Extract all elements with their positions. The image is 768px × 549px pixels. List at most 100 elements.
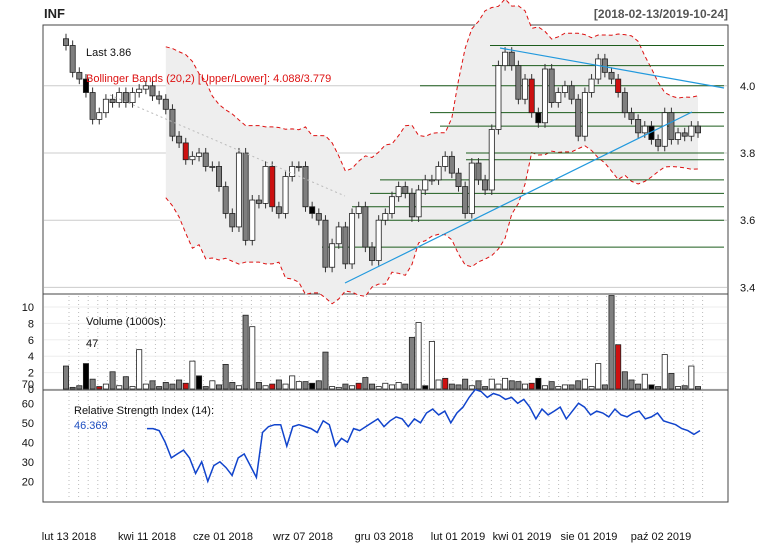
- resistance-trendline: [499, 47, 725, 89]
- candle-body: [82, 78, 89, 93]
- x-tick-label: kwi 11 2018: [118, 531, 176, 543]
- candle-body: [262, 166, 269, 204]
- candle-body: [136, 88, 143, 93]
- volume-tick-label: 4: [28, 351, 34, 363]
- candle-body: [601, 58, 608, 73]
- volume-bar: [349, 385, 356, 390]
- candle-body: [515, 65, 522, 100]
- volume-bar: [262, 385, 269, 390]
- volume-bar: [375, 386, 382, 390]
- volume-bar: [395, 382, 402, 390]
- bollinger-upper-line: [165, 0, 699, 172]
- volume-bar: [235, 385, 242, 390]
- rsi-tick-label: 60: [22, 398, 34, 410]
- candle-body: [668, 112, 675, 140]
- volume-bar: [182, 382, 189, 390]
- volume-bar: [568, 384, 575, 390]
- candle-body: [269, 166, 276, 208]
- candle-body: [282, 176, 289, 214]
- volume-bar: [329, 386, 336, 390]
- volume-bar: [668, 373, 675, 390]
- candle-body: [122, 92, 129, 103]
- volume-bar: [442, 377, 449, 390]
- candle-body: [76, 71, 83, 80]
- trendlines-layer: [109, 47, 725, 284]
- candle-body: [615, 78, 622, 93]
- volume-bar: [282, 383, 289, 390]
- volume-bar: [681, 385, 688, 390]
- candle-body: [375, 219, 382, 261]
- rsi-value: 46.369: [74, 420, 108, 432]
- volume-bar: [661, 354, 668, 390]
- symbol-title: INF: [44, 6, 65, 21]
- candle-body: [475, 162, 482, 181]
- volume-bar: [488, 378, 495, 390]
- candle-body: [695, 125, 702, 134]
- volume-bar: [482, 386, 489, 390]
- volume-bar: [495, 383, 502, 390]
- bollinger-band-layer: [165, 0, 699, 305]
- volume-bar: [116, 385, 123, 390]
- x-tick-label: wrz 07 2018: [272, 531, 333, 543]
- candle-body: [528, 78, 535, 114]
- volume-bar: [695, 386, 702, 390]
- candle-body: [621, 92, 628, 114]
- volume-bar: [615, 344, 622, 390]
- candle-body: [522, 78, 529, 100]
- candle-body: [502, 51, 509, 67]
- candles-layer: [63, 33, 702, 273]
- candle-body: [322, 219, 329, 268]
- candle-body: [442, 155, 449, 167]
- candle-body: [415, 189, 422, 218]
- volume-bar: [275, 379, 282, 390]
- candle-body: [63, 38, 70, 46]
- candle-body: [142, 85, 149, 90]
- rsi-tick-label: 40: [22, 437, 34, 449]
- volume-bar: [229, 382, 236, 390]
- volume-bar: [561, 384, 568, 390]
- candle-body: [315, 213, 322, 221]
- volume-tick-label: 8: [28, 318, 34, 330]
- candle-body: [541, 68, 548, 124]
- candle-body: [176, 135, 183, 144]
- candle-body: [635, 119, 642, 134]
- candle-body: [289, 166, 296, 177]
- candle-body: [641, 125, 648, 134]
- candle-body: [229, 213, 236, 228]
- rsi-line-layer: [147, 388, 701, 484]
- candle-body: [428, 179, 435, 182]
- volume-bar: [315, 380, 322, 390]
- volume-bar: [362, 377, 369, 390]
- volume-bar: [621, 371, 628, 390]
- volume-bar: [555, 386, 562, 390]
- candle-body: [162, 98, 169, 110]
- candle-body: [661, 112, 668, 147]
- volume-label: Volume (1000s):: [86, 316, 166, 328]
- volume-bar: [295, 381, 302, 390]
- candle-body: [222, 186, 229, 214]
- candle-body: [488, 129, 495, 191]
- candle-body: [555, 92, 562, 103]
- candle-body: [595, 58, 602, 80]
- candle-body: [435, 166, 442, 181]
- volume-tick-label: 0: [28, 384, 34, 396]
- volume-bar: [96, 386, 103, 390]
- volume-tick-label: 6: [28, 335, 34, 347]
- volume-bar: [608, 295, 615, 390]
- volume-bars-layer: [63, 295, 702, 390]
- candle-body: [295, 166, 302, 168]
- candle-body: [69, 45, 76, 73]
- volume-bar: [408, 336, 415, 390]
- rsi-tick-label: 20: [22, 476, 34, 488]
- volume-bar: [169, 383, 176, 390]
- volume-bar: [475, 380, 482, 390]
- volume-bar: [688, 365, 695, 390]
- candle-body: [96, 112, 103, 120]
- volume-bar: [142, 383, 149, 390]
- volume-bar: [216, 384, 223, 390]
- volume-bar: [269, 383, 276, 390]
- volume-bar: [648, 384, 655, 390]
- candle-body: [182, 142, 189, 161]
